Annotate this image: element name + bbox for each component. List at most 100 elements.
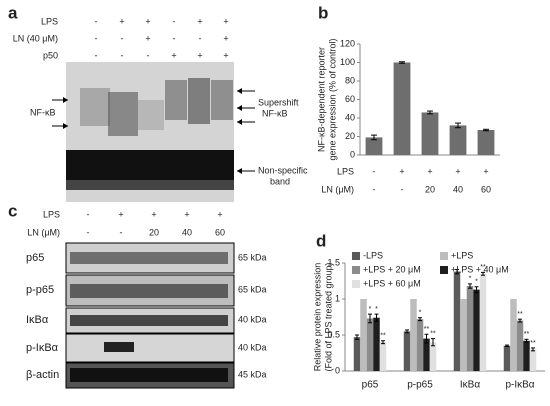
- error-bar: [474, 286, 479, 294]
- bar: [360, 299, 367, 371]
- error-bar: [424, 333, 429, 344]
- band-label: Non-specific: [258, 165, 308, 175]
- error-bar: [531, 347, 535, 352]
- band-label: band: [270, 176, 290, 186]
- size-label: 45 kDa: [238, 369, 267, 379]
- legend-swatch: [352, 252, 360, 260]
- bar: [460, 299, 467, 371]
- lane-sign: -: [173, 16, 176, 26]
- y-tick-label: 20: [345, 131, 355, 141]
- bar: [353, 337, 361, 371]
- y-tick-label: 0.5: [327, 329, 340, 339]
- significance: **: [480, 264, 486, 271]
- x-tick-label: +: [483, 166, 488, 176]
- size-label: 40 kDa: [238, 342, 267, 352]
- x-tick-label: p-p65: [407, 380, 433, 391]
- bar: [423, 338, 430, 371]
- lane-sign: 20: [149, 227, 159, 237]
- lane-sign: +: [223, 16, 228, 26]
- error-bar: [483, 128, 489, 132]
- error-bar: [368, 313, 372, 324]
- x-tick-label: +: [427, 166, 432, 176]
- legend-swatch: [352, 266, 360, 274]
- x-tick-label: 40: [453, 184, 463, 194]
- arrow-head: [63, 123, 68, 129]
- error-bar: [381, 340, 385, 345]
- protein-label: IκBα: [26, 314, 49, 326]
- row-label: LPS: [337, 166, 354, 176]
- row-label: LPS: [43, 209, 60, 219]
- panel-letter: c: [8, 201, 17, 220]
- y-tick-label: 60: [345, 94, 355, 104]
- y-axis-label: (Fold of LPS treated group): [323, 262, 333, 371]
- lane-sign: 40: [182, 227, 192, 237]
- band-label: NF-κB: [262, 108, 288, 118]
- lane-sign: -: [121, 33, 124, 43]
- lane-sign: -: [87, 227, 90, 237]
- gel-image: [66, 62, 234, 202]
- lane-sign: +: [223, 50, 228, 60]
- bar: [453, 271, 461, 371]
- error-bar: [371, 134, 377, 141]
- error-bar: [418, 317, 422, 322]
- legend-swatch: [440, 266, 448, 274]
- bar: [366, 318, 374, 371]
- lane-sign: +: [223, 33, 228, 43]
- band-label: Supershift: [258, 97, 299, 107]
- lane-sign: -: [173, 33, 176, 43]
- error-bar: [505, 344, 509, 348]
- error-bar: [374, 313, 379, 322]
- legend-label: +LPS + 60 μM: [363, 278, 421, 288]
- y-axis-label: NF-κB-dependent reporter: [316, 47, 326, 152]
- bar: [393, 62, 411, 155]
- y-tick-label: 1.5: [327, 257, 340, 267]
- lane-sign: -: [120, 227, 123, 237]
- significance: **: [380, 333, 386, 340]
- x-tick-label: -: [373, 184, 376, 194]
- error-bar: [455, 268, 459, 275]
- y-axis-label: gene expression (% of control): [327, 38, 337, 160]
- legend-label: +LPS: [451, 250, 473, 260]
- y-axis-label: Relative protein expression: [312, 263, 322, 372]
- bar: [416, 319, 424, 371]
- lane-sign: +: [197, 50, 202, 60]
- error-bar: [399, 61, 405, 64]
- y-tick-label: 0: [350, 149, 355, 159]
- significance: *: [419, 310, 422, 317]
- legend-label: +LPS + 40 μM: [451, 264, 509, 274]
- row-label: LN (μM): [27, 227, 60, 237]
- bar: [529, 349, 537, 371]
- bar: [473, 289, 480, 371]
- bar: [477, 130, 495, 155]
- panel-letter: b: [318, 3, 328, 22]
- y-tick-label: 100: [340, 57, 355, 67]
- bar: [503, 345, 511, 371]
- bar: [403, 331, 411, 371]
- significance: **: [530, 340, 536, 347]
- y-tick-label: 120: [340, 38, 355, 48]
- error-bar: [427, 110, 433, 115]
- bar: [429, 342, 437, 371]
- x-tick-label: -: [401, 184, 404, 194]
- bar: [365, 137, 383, 155]
- row-label: LN (μM): [321, 184, 354, 194]
- error-bar: [468, 283, 472, 289]
- error-bar: [455, 122, 461, 129]
- lane-sign: +: [118, 209, 123, 219]
- significance: *: [475, 279, 478, 286]
- bar: [466, 286, 474, 371]
- x-tick-label: +: [455, 166, 460, 176]
- x-tick-label: +: [399, 166, 404, 176]
- significance: *: [369, 306, 372, 313]
- significance: **: [424, 326, 430, 333]
- x-tick-label: 60: [481, 184, 491, 194]
- significance: **: [430, 330, 436, 337]
- row-label: p50: [43, 50, 58, 60]
- panel-letter: a: [8, 3, 18, 22]
- lane-sign: -: [95, 50, 98, 60]
- size-label: 65 kDa: [238, 252, 267, 262]
- bar: [373, 317, 380, 371]
- bar: [449, 125, 467, 155]
- size-label: 65 kDa: [238, 284, 267, 294]
